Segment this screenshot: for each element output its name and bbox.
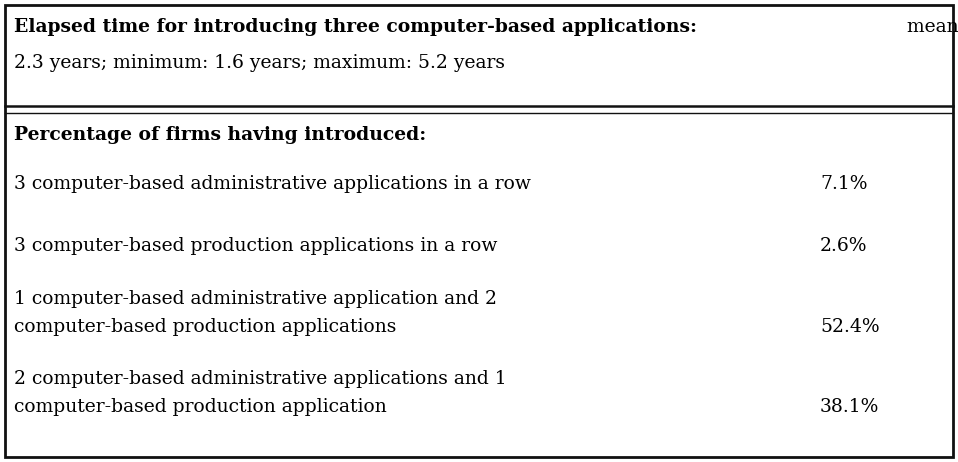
Text: 2.3 years; minimum: 1.6 years; maximum: 5.2 years: 2.3 years; minimum: 1.6 years; maximum: … bbox=[14, 54, 505, 72]
Text: 3 computer-based administrative applications in a row: 3 computer-based administrative applicat… bbox=[14, 175, 531, 193]
Text: 2 computer-based administrative applications and 1: 2 computer-based administrative applicat… bbox=[14, 370, 507, 388]
Text: 38.1%: 38.1% bbox=[820, 398, 879, 416]
Text: Elapsed time for introducing three computer-based applications:: Elapsed time for introducing three compu… bbox=[14, 18, 697, 36]
Text: 52.4%: 52.4% bbox=[820, 318, 879, 336]
Text: 2.6%: 2.6% bbox=[820, 237, 868, 255]
Text: Percentage of firms having introduced:: Percentage of firms having introduced: bbox=[14, 126, 426, 144]
Text: computer-based production application: computer-based production application bbox=[14, 398, 387, 416]
Text: 3 computer-based production applications in a row: 3 computer-based production applications… bbox=[14, 237, 497, 255]
Text: computer-based production applications: computer-based production applications bbox=[14, 318, 397, 336]
Text: 7.1%: 7.1% bbox=[820, 175, 868, 193]
Text: mean:: mean: bbox=[901, 18, 958, 36]
Text: 1 computer-based administrative application and 2: 1 computer-based administrative applicat… bbox=[14, 290, 497, 308]
